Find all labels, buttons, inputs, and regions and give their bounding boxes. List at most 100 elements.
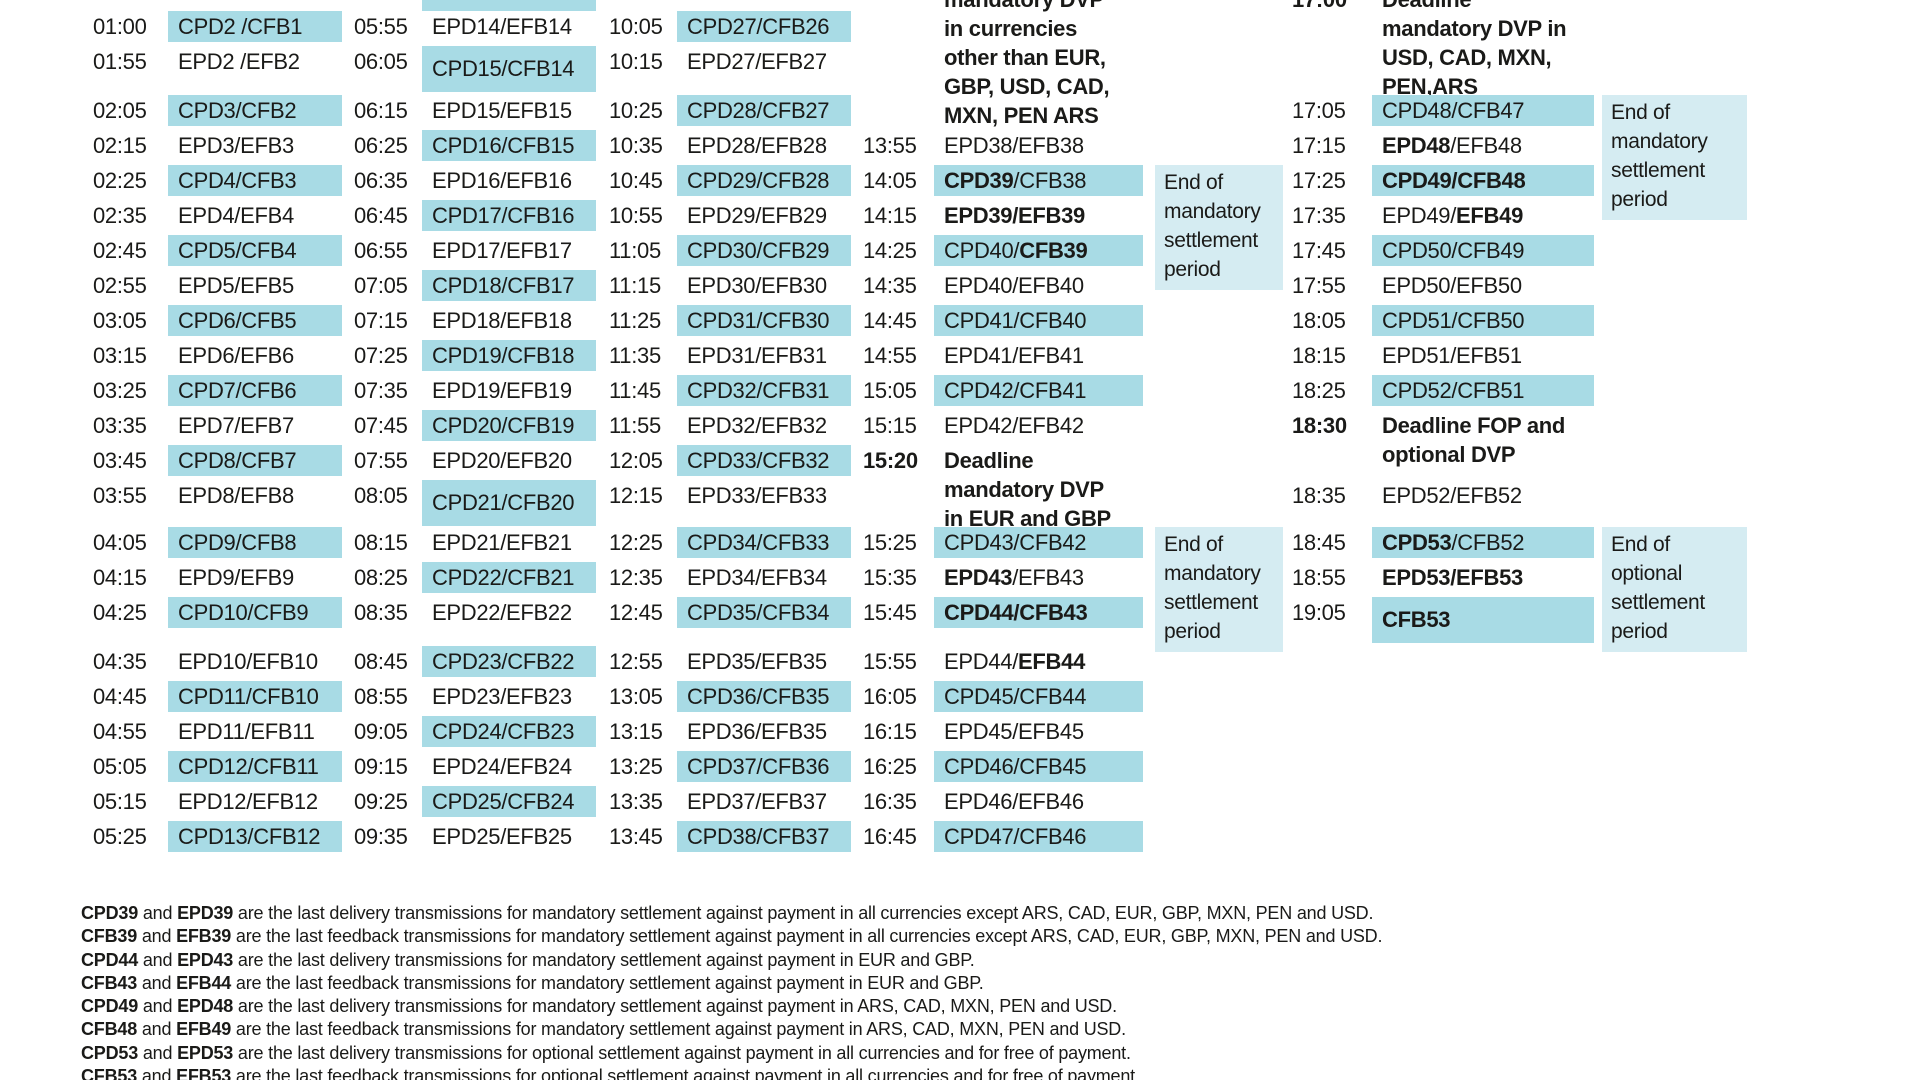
time-label: 14:35	[863, 273, 917, 298]
deadline-header-line: MXN, PEN ARS	[944, 103, 1099, 128]
code-segment: CPD52/CFB51	[1382, 377, 1525, 403]
time-label: 04:45	[93, 684, 147, 709]
time-label: 08:25	[354, 565, 408, 590]
note-line: period	[1611, 620, 1668, 643]
time-label: 15:05	[863, 378, 917, 403]
time-label: 04:35	[93, 649, 147, 674]
transmission-cell: EPD3/EFB3	[168, 130, 342, 161]
time-label: 18:05	[1292, 308, 1346, 333]
footnote-line: CPD44 and EPD43 are the last delivery tr…	[81, 949, 1382, 972]
cutoff-highlight-fragment	[422, 0, 596, 11]
code-segment: CFB39	[1019, 237, 1088, 263]
code-segment: CPD51/CFB50	[1382, 307, 1525, 333]
code-segment: EPD40/EFB40	[944, 272, 1084, 298]
code-segment: CPD24/CFB23	[432, 718, 575, 744]
deadline-header-time: 17:00	[1292, 0, 1347, 14]
time-label: 12:45	[609, 600, 663, 625]
transmission-cell: EPD6/EFB6	[168, 340, 342, 371]
note-line: settlement	[1164, 591, 1258, 614]
time-label: 04:05	[93, 530, 147, 555]
code-segment: /EFB48	[1450, 132, 1522, 158]
code-segment: CPD4/CFB3	[178, 167, 297, 193]
code-segment: EPD34/EFB34	[687, 564, 827, 590]
code-segment: CPD53	[1382, 529, 1452, 555]
note-line: period	[1164, 258, 1221, 281]
time-label: 18:35	[1292, 483, 1346, 508]
transmission-cell: CPD32/CFB31	[677, 375, 851, 406]
footnote-segment: are the last delivery transmissions for …	[233, 1042, 1131, 1063]
time-label: 15:55	[863, 649, 917, 674]
time-label: 11:15	[609, 273, 661, 298]
code-segment: CPD5/CFB4	[178, 237, 297, 263]
time-label: 01:55	[93, 49, 147, 74]
code-segment: CPD46/CFB45	[944, 753, 1087, 779]
note-line: settlement	[1611, 159, 1705, 182]
time-label: 03:55	[93, 483, 147, 508]
code-segment: CPD16/CFB15	[432, 132, 575, 158]
time-label: 12:55	[609, 649, 663, 674]
transmission-cell: EPD46/EFB46	[934, 786, 1143, 817]
footnote-line: CPD53 and EPD53 are the last delivery tr…	[81, 1042, 1382, 1065]
transmission-cell: EPD5/EFB5	[168, 270, 342, 301]
time-label: 19:05	[1292, 600, 1346, 625]
footnote-line: CFB39 and EFB39 are the last feedback tr…	[81, 925, 1382, 948]
time-label: 13:25	[609, 754, 663, 779]
transmission-cell: EPD45/EFB45	[934, 716, 1143, 747]
code-segment: CPD7/CFB6	[178, 377, 297, 403]
time-label: 10:15	[609, 49, 663, 74]
transmission-cell: CPD4/CFB3	[168, 165, 342, 196]
transmission-cell: CPD35/CFB34	[677, 597, 851, 628]
code-segment: CPD41/CFB40	[944, 307, 1087, 333]
transmission-cell: EPD25/EFB25	[422, 821, 596, 852]
time-label: 13:35	[609, 789, 663, 814]
transmission-cell: CPD25/CFB24	[422, 786, 596, 817]
code-segment: CPD40/	[944, 237, 1020, 263]
code-segment: CPD47/CFB46	[944, 823, 1087, 849]
deadline-header: mandatory DVP in currencies other than EUR…	[944, 0, 1110, 130]
time-label: 17:45	[1292, 238, 1346, 263]
code-segment: EPD3/EFB3	[178, 132, 294, 158]
time-label: 11:05	[609, 238, 661, 263]
time-label: 18:55	[1292, 565, 1346, 590]
code-segment: EPD7/EFB7	[178, 412, 294, 438]
code-segment: EPD6/EFB6	[178, 342, 294, 368]
transmission-cell: CPD3/CFB2	[168, 95, 342, 126]
transmission-cell: EPD27/EFB27	[677, 46, 851, 77]
code-segment: EPD11/EFB11	[178, 718, 315, 744]
footnote-line: CFB43 and EFB44 are the last feedback tr…	[81, 972, 1382, 995]
transmission-cell: CPD9/CFB8	[168, 527, 342, 558]
footnote-segment: and	[138, 903, 178, 923]
settlement-period-note: End of mandatory settlement period	[1155, 165, 1283, 290]
time-label: 14:05	[863, 168, 917, 193]
time-label: 04:25	[93, 600, 147, 625]
time-label: 02:15	[93, 133, 147, 158]
transmission-cell: CPD34/CFB33	[677, 527, 851, 558]
time-label: 14:15	[863, 203, 917, 228]
deadline-header-line: Deadline	[1382, 0, 1566, 14]
transmission-cell: EPD41/EFB41	[934, 340, 1143, 371]
code-segment: EPD15/EFB15	[432, 97, 572, 123]
code-segment: CPD27/CFB26	[687, 13, 830, 39]
transmission-cell: CPD15/CFB14	[422, 46, 596, 92]
footnotes: CPD39 and EPD39 are the last delivery tr…	[81, 902, 1382, 1080]
time-label: 11:25	[609, 308, 661, 333]
code-segment: CPD6/CFB5	[178, 307, 297, 333]
footnote-segment: and	[137, 926, 177, 947]
time-label: 13:15	[609, 719, 663, 744]
settlement-period-note: End of mandatory settlement period	[1155, 527, 1283, 652]
time-label: 01:00	[93, 14, 147, 39]
code-segment: EFB49	[1456, 202, 1524, 228]
code-segment: EPD48	[1382, 132, 1451, 158]
time-label: 03:25	[93, 378, 147, 403]
code-segment: /EFB43	[1012, 564, 1084, 590]
transmission-cell: CPD49/CFB48	[1372, 165, 1594, 196]
settlement-period-note: End of mandatory settlement period	[1602, 95, 1747, 220]
transmission-cell: CPD42/CFB41	[934, 375, 1143, 406]
code-segment: CFB53	[1382, 607, 1451, 632]
transmission-cell: CPD13/CFB12	[168, 821, 342, 852]
code-segment: EPD50/EFB50	[1382, 272, 1522, 298]
time-label: 10:25	[609, 98, 663, 123]
transmission-cell: EPD31/EFB31	[677, 340, 851, 371]
code-segment: EPD43	[944, 564, 1013, 590]
code-segment: EPD18/EFB18	[432, 307, 572, 333]
